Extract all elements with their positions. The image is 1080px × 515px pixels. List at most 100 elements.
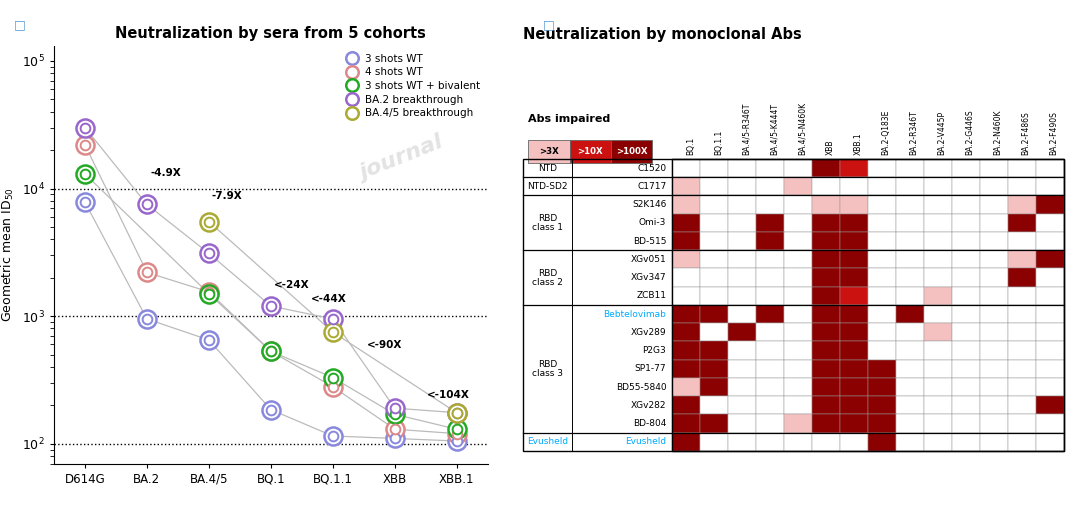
Bar — [840, 341, 867, 360]
Bar — [923, 177, 951, 196]
Bar — [951, 378, 980, 396]
Bar — [951, 360, 980, 378]
Text: BA.2-V445P: BA.2-V445P — [937, 111, 947, 155]
Bar — [867, 268, 895, 287]
Bar — [867, 378, 895, 396]
Bar — [923, 159, 951, 177]
Text: BA.4/5-R346T: BA.4/5-R346T — [742, 102, 751, 155]
Bar — [1008, 396, 1036, 415]
Bar — [672, 341, 700, 360]
Bar — [895, 214, 923, 232]
Text: C1717: C1717 — [637, 182, 666, 191]
Bar — [923, 396, 951, 415]
Bar — [672, 177, 700, 196]
Bar — [756, 396, 784, 415]
Text: -7.9X: -7.9X — [212, 191, 243, 201]
Bar — [756, 196, 784, 214]
Bar — [728, 232, 756, 250]
Bar — [672, 214, 700, 232]
Bar — [867, 159, 895, 177]
Bar — [1008, 415, 1036, 433]
Bar — [784, 196, 812, 214]
Text: <-90X: <-90X — [367, 340, 402, 350]
Bar — [812, 214, 840, 232]
Bar — [980, 196, 1008, 214]
Bar — [1036, 250, 1064, 268]
Bar — [611, 140, 652, 163]
Bar — [728, 214, 756, 232]
Bar — [784, 433, 812, 451]
Text: BD55-5840: BD55-5840 — [616, 383, 666, 391]
Bar — [1008, 159, 1036, 177]
Bar — [672, 159, 700, 177]
Bar — [700, 287, 728, 305]
Bar — [672, 378, 700, 396]
Bar — [951, 287, 980, 305]
Text: BQ.1.1: BQ.1.1 — [714, 130, 723, 155]
Bar — [840, 323, 867, 341]
Bar — [700, 177, 728, 196]
Text: Evusheld: Evusheld — [527, 437, 568, 447]
Bar — [951, 341, 980, 360]
Bar — [1008, 305, 1036, 323]
Bar — [1008, 323, 1036, 341]
Bar — [700, 305, 728, 323]
Bar — [980, 287, 1008, 305]
Text: >10X: >10X — [578, 147, 604, 156]
Text: □: □ — [543, 18, 555, 31]
Bar — [840, 177, 867, 196]
Bar — [1036, 305, 1064, 323]
Text: BA.4/5-K444T: BA.4/5-K444T — [770, 103, 779, 155]
Bar — [756, 323, 784, 341]
Bar — [1036, 177, 1064, 196]
Bar — [812, 250, 840, 268]
Bar — [672, 232, 700, 250]
Bar — [700, 196, 728, 214]
Bar — [980, 268, 1008, 287]
Bar — [784, 268, 812, 287]
Bar — [784, 232, 812, 250]
Bar — [840, 214, 867, 232]
Bar — [569, 140, 611, 163]
Text: SP1-77: SP1-77 — [635, 364, 666, 373]
Bar — [812, 305, 840, 323]
Bar — [1008, 268, 1036, 287]
Bar — [672, 196, 700, 214]
Bar — [840, 360, 867, 378]
Bar — [895, 341, 923, 360]
Text: NTD-SD2: NTD-SD2 — [527, 182, 568, 191]
Bar — [980, 415, 1008, 433]
Bar — [1036, 396, 1064, 415]
Bar — [728, 323, 756, 341]
Text: NTD: NTD — [538, 164, 557, 173]
Bar — [700, 214, 728, 232]
Bar — [923, 433, 951, 451]
Bar — [895, 323, 923, 341]
Bar — [895, 177, 923, 196]
Bar — [1036, 323, 1064, 341]
Bar — [756, 360, 784, 378]
Bar — [980, 177, 1008, 196]
Bar — [672, 250, 700, 268]
Bar — [895, 159, 923, 177]
Bar — [980, 323, 1008, 341]
Text: Abs impaired: Abs impaired — [528, 113, 610, 124]
Bar — [895, 196, 923, 214]
Bar — [923, 250, 951, 268]
Title: Neutralization by sera from 5 cohorts: Neutralization by sera from 5 cohorts — [116, 26, 427, 41]
Bar — [700, 268, 728, 287]
Bar — [812, 396, 840, 415]
Text: XBB: XBB — [826, 140, 835, 155]
Bar — [728, 305, 756, 323]
Bar — [951, 396, 980, 415]
Bar — [812, 341, 840, 360]
Bar — [812, 378, 840, 396]
Bar — [784, 323, 812, 341]
Bar — [923, 360, 951, 378]
Bar — [728, 196, 756, 214]
Bar — [672, 305, 700, 323]
Text: BA.2-F486S: BA.2-F486S — [1022, 111, 1030, 155]
Bar — [895, 305, 923, 323]
Bar — [1036, 341, 1064, 360]
Bar — [756, 268, 784, 287]
